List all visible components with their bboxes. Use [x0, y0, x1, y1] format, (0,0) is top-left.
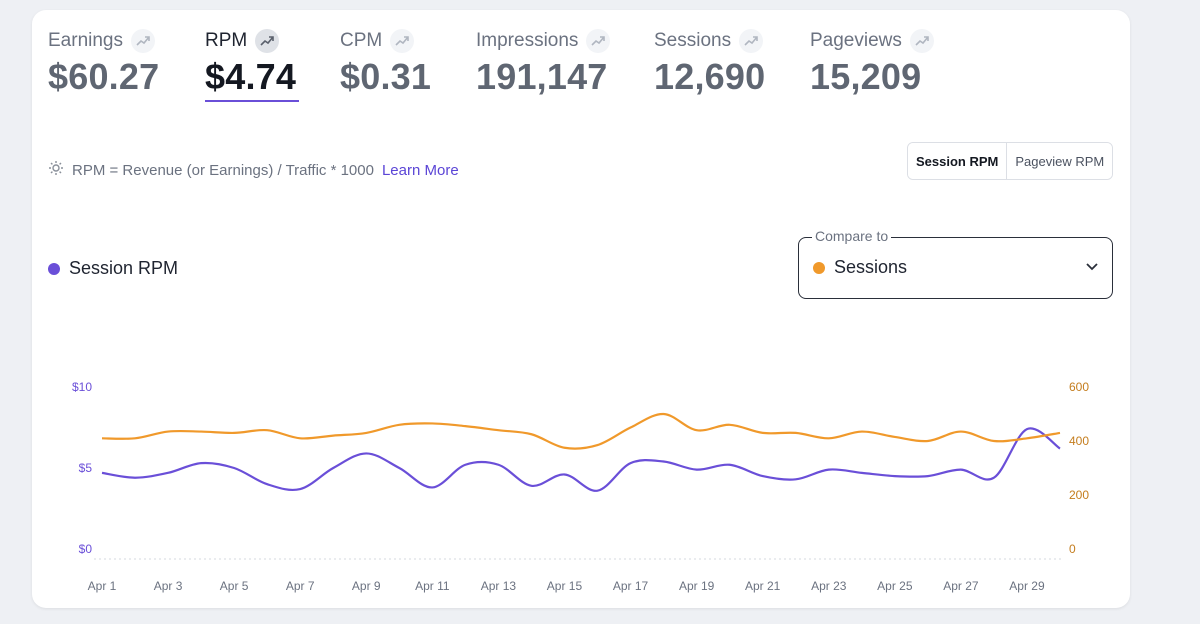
- metric-impressions-value: 191,147: [476, 56, 608, 97]
- sun-icon: [48, 160, 64, 180]
- learn-more-link[interactable]: Learn More: [381, 161, 459, 179]
- compare-value: Sessions: [834, 257, 908, 277]
- y-right-tick-label: 400: [1069, 434, 1089, 448]
- legend-dot: [48, 262, 60, 275]
- metric-rpm[interactable]: RPM $4.74: [205, 28, 299, 102]
- metric-sessions[interactable]: Sessions 12,690: [654, 28, 765, 98]
- x-tick-label: Apr 27: [943, 579, 979, 593]
- rpm-card: Earnings $60.27 RPM $4.74 CPM $0.31 Impr…: [32, 10, 1130, 608]
- compare-to-label: Compare to: [812, 228, 892, 244]
- y-right-tick-label: 200: [1069, 488, 1089, 502]
- metric-impressions[interactable]: Impressions 191,147: [476, 28, 611, 98]
- y-left-tick-label: $5: [79, 461, 93, 475]
- metric-earnings-label: Earnings: [48, 30, 123, 51]
- trend-icon: [131, 29, 155, 53]
- compare-dot: [813, 261, 825, 274]
- y-left-tick-label: $10: [72, 380, 92, 394]
- series-line-session-rpm: [101, 427, 1061, 492]
- rpm-line-chart: $10 $5 $0 600 400 200 0 Apr 1 Apr 3 Apr 5 Apr 7 Apr…: [72, 380, 1089, 593]
- x-tick-label: Apr 7: [286, 579, 315, 593]
- x-tick-label: Apr 25: [877, 579, 913, 593]
- metric-impressions-label: Impressions: [476, 30, 579, 51]
- chevron-down-icon: [1084, 258, 1100, 279]
- metric-pageviews-value: 15,209: [810, 56, 922, 97]
- x-tick-label: Apr 13: [481, 579, 517, 593]
- metric-earnings-value: $60.27: [48, 56, 160, 97]
- x-tick-label: Apr 9: [352, 579, 381, 593]
- metric-sessions-value: 12,690: [654, 56, 766, 97]
- formula-text: RPM = Revenue (or Earnings) / Traffic * …: [72, 161, 374, 179]
- series-line-sessions: [101, 412, 1061, 450]
- y-right-tick-label: 0: [1069, 542, 1076, 556]
- x-tick-label: Apr 5: [220, 579, 249, 593]
- metric-cpm-value: $0.31: [340, 56, 432, 97]
- metric-earnings[interactable]: Earnings $60.27: [48, 28, 159, 98]
- chart-legend: Session RPM: [48, 258, 178, 279]
- legend-label: Session RPM: [69, 258, 179, 278]
- x-tick-label: Apr 29: [1009, 579, 1045, 593]
- x-tick-label: Apr 21: [745, 579, 781, 593]
- x-tick-label: Apr 19: [679, 579, 715, 593]
- x-tick-label: Apr 3: [154, 579, 183, 593]
- metric-rpm-label: RPM: [205, 30, 248, 51]
- x-tick-label: Apr 15: [547, 579, 583, 593]
- metric-pageviews[interactable]: Pageviews 15,209: [810, 28, 934, 98]
- metric-sessions-label: Sessions: [654, 30, 732, 51]
- trend-icon: [255, 29, 280, 53]
- trend-icon: [390, 29, 415, 53]
- x-tick-label: Apr 17: [613, 579, 649, 593]
- metric-rpm-value: $4.74: [205, 56, 297, 97]
- metric-pageviews-label: Pageviews: [810, 30, 902, 51]
- rpm-formula: RPM = Revenue (or Earnings) / Traffic * …: [48, 160, 459, 180]
- active-metric-underline: [205, 100, 299, 102]
- x-tick-label: Apr 11: [415, 579, 450, 593]
- x-tick-label: Apr 23: [811, 579, 847, 593]
- toggle-session-rpm[interactable]: Session RPM: [908, 143, 1008, 179]
- compare-to-select[interactable]: Compare to Sessions: [798, 228, 1113, 299]
- toggle-pageview-rpm[interactable]: Pageview RPM: [1007, 143, 1113, 179]
- y-right-tick-label: 600: [1069, 380, 1089, 394]
- y-left-tick-label: $0: [79, 542, 93, 556]
- trend-icon: [739, 29, 764, 53]
- trend-icon: [586, 29, 611, 53]
- trend-icon: [909, 29, 934, 53]
- x-tick-label: Apr 1: [88, 579, 117, 593]
- metric-cpm-label: CPM: [340, 30, 383, 51]
- metric-cpm[interactable]: CPM $0.31: [340, 28, 431, 98]
- rpm-type-toggle: Session RPM Pageview RPM: [907, 142, 1114, 180]
